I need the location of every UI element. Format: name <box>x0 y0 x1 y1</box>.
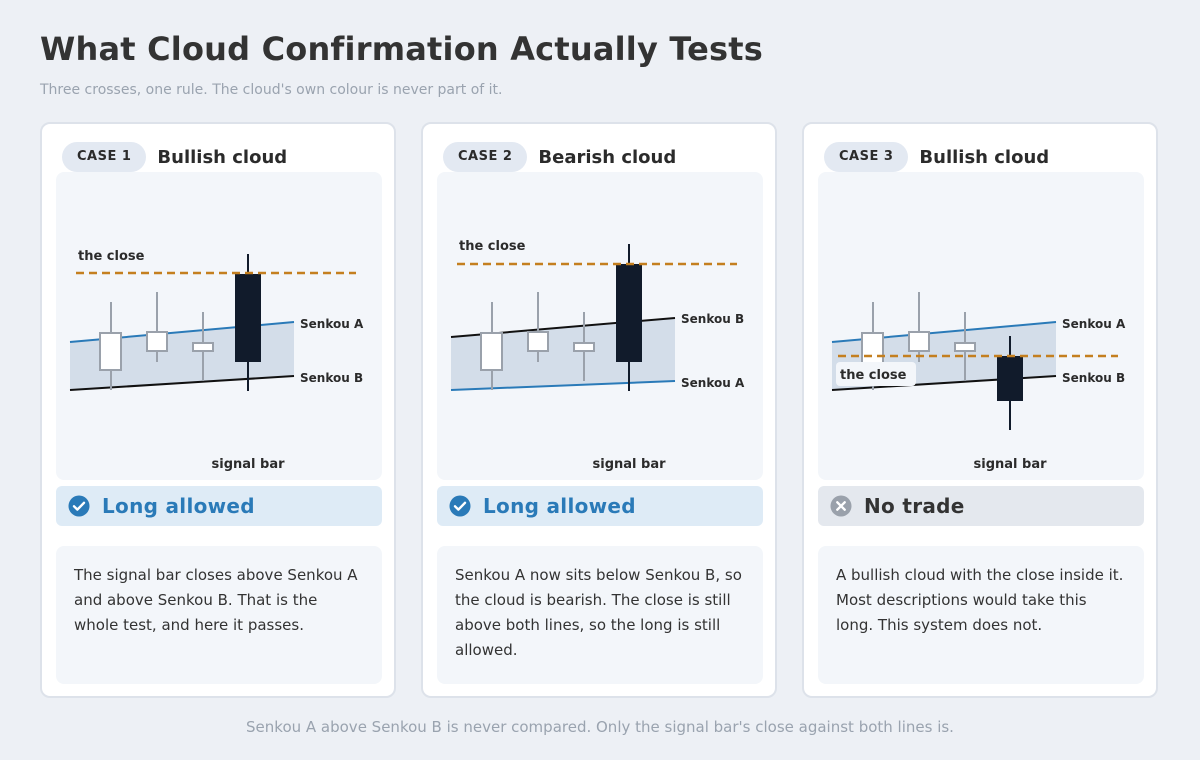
verdict-banner: Long allowed <box>56 486 382 526</box>
signal-bar-candle <box>616 244 642 391</box>
upper-line-label: Senkou A <box>300 317 364 331</box>
verdict-label: No trade <box>864 494 965 518</box>
signal-bar-candle <box>997 336 1023 430</box>
verdict-banner: No trade <box>818 486 1144 526</box>
case-card-2: CASE 2 Bearish cloud <box>421 122 777 698</box>
senkou-lower-line <box>69 375 295 391</box>
case-description: A bullish cloud with the close inside it… <box>818 546 1144 684</box>
verdict-banner: Long allowed <box>437 486 763 526</box>
case-card-3: CASE 3 Bullish cloud <box>802 122 1158 698</box>
candle <box>480 302 503 390</box>
page-title: What Cloud Confirmation Actually Tests <box>40 30 764 68</box>
verdict-label: Long allowed <box>102 494 255 518</box>
page-subtitle: Three crosses, one rule. The cloud's own… <box>40 82 503 98</box>
card-header: CASE 1 Bullish cloud <box>62 142 287 172</box>
candle <box>573 312 595 381</box>
case-badge: CASE 2 <box>443 142 528 172</box>
close-label: the close <box>459 239 526 254</box>
upper-line-label: Senkou B <box>681 312 744 326</box>
cloud-diagram-svg: the close Senkou B Senkou A signal bar <box>450 239 745 472</box>
cloud-diagram: the close Senkou B Senkou A signal bar <box>437 172 763 480</box>
case-card-1: CASE 1 Bullish cloud <box>40 122 396 698</box>
signal-bar-candle <box>235 254 261 391</box>
cloud-diagram-svg: the close Senkou A Senkou B signal bar <box>69 249 364 472</box>
card-title: Bullish cloud <box>919 146 1050 168</box>
card-header: CASE 3 Bullish cloud <box>824 142 1049 172</box>
cloud-diagram-svg: the close Senkou A Senkou B signal bar <box>831 292 1126 472</box>
lower-line-label: Senkou A <box>681 376 745 390</box>
candle <box>954 312 976 381</box>
cloud-diagram: the close Senkou A Senkou B signal bar <box>818 172 1144 480</box>
senkou-lower-line <box>450 380 676 391</box>
footer-note: Senkou A above Senkou B is never compare… <box>246 718 954 736</box>
card-header: CASE 2 Bearish cloud <box>443 142 676 172</box>
lower-line-label: Senkou B <box>300 371 363 385</box>
check-circle-icon <box>449 495 471 517</box>
card-title: Bearish cloud <box>538 146 677 168</box>
candle <box>861 302 884 390</box>
case-description: The signal bar closes above Senkou A and… <box>56 546 382 684</box>
case-badge: CASE 3 <box>824 142 909 172</box>
check-circle-icon <box>68 495 90 517</box>
close-label-backing <box>836 362 916 386</box>
cloud-diagram: the close Senkou A Senkou B signal bar <box>56 172 382 480</box>
candle <box>527 292 549 362</box>
close-label: the close <box>78 249 145 264</box>
lower-line-label: Senkou B <box>1062 371 1125 385</box>
case-description: Senkou A now sits below Senkou B, so the… <box>437 546 763 684</box>
signal-bar-label: signal bar <box>974 457 1048 472</box>
verdict-label: Long allowed <box>483 494 636 518</box>
upper-line-label: Senkou A <box>1062 317 1126 331</box>
candle <box>99 302 122 390</box>
signal-bar-label: signal bar <box>593 457 667 472</box>
close-label: the close <box>840 368 907 383</box>
candle <box>908 292 930 362</box>
signal-bar-label: signal bar <box>212 457 286 472</box>
case-badge: CASE 1 <box>62 142 147 172</box>
card-title: Bullish cloud <box>157 146 288 168</box>
x-circle-icon <box>830 495 852 517</box>
candle <box>146 292 168 362</box>
candle <box>192 312 214 381</box>
